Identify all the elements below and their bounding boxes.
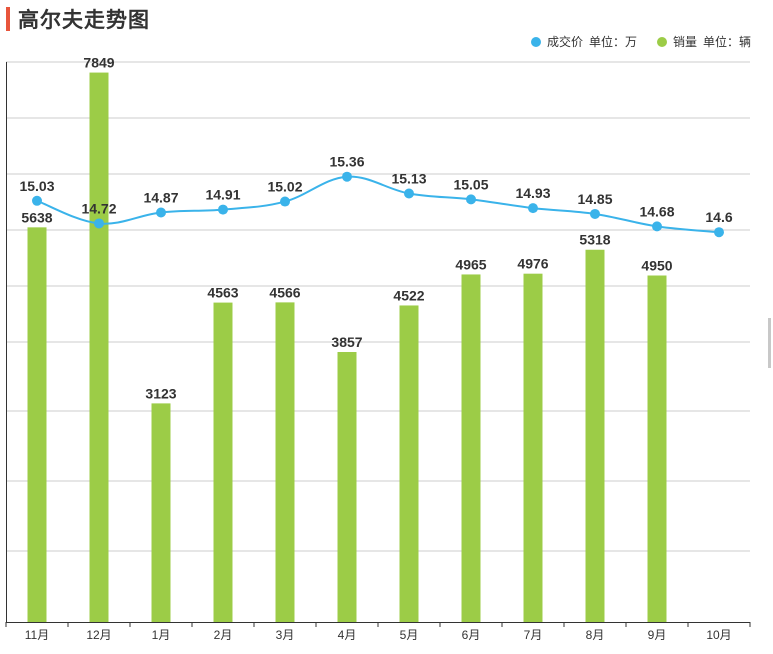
x-tick-label-8: 7月 <box>524 628 543 642</box>
price-point-8 <box>528 203 538 214</box>
price-point-2 <box>156 207 166 218</box>
price-point-11 <box>714 227 724 238</box>
bar-label-8: 4976 <box>517 256 548 272</box>
x-tick-label-10: 9月 <box>648 628 667 642</box>
bar-sales-8 <box>523 273 543 622</box>
bar-sales-3 <box>213 302 233 622</box>
price-point-3 <box>218 204 228 215</box>
bar-sales-7 <box>461 274 481 622</box>
price-label-2: 14.87 <box>143 189 178 205</box>
legend-price-dot-icon <box>530 36 541 47</box>
scrollbar-thumb[interactable] <box>768 318 771 368</box>
price-label-5: 15.36 <box>329 154 364 170</box>
price-series: 15.03 14.72 14.87 14.91 15.02 15.36 15.13 15.05… <box>19 154 733 238</box>
bar-label-7: 4965 <box>455 256 486 272</box>
legend-sales-unit: 单位：辆 <box>702 35 751 49</box>
bar-sales-1 <box>89 72 109 622</box>
price-label-10: 14.68 <box>639 203 674 219</box>
legend-price-unit: 单位：万 <box>588 35 637 49</box>
price-line <box>36 175 720 234</box>
legend-sales-dot-icon <box>656 36 667 47</box>
x-tick-label-2: 1月 <box>152 628 171 642</box>
legend-item-sales[interactable]: 销量 单位：辆 <box>656 33 751 50</box>
x-tick-label-0: 11月 <box>25 628 49 642</box>
price-label-8: 14.93 <box>515 185 550 201</box>
x-tick-label-7: 6月 <box>462 628 481 642</box>
x-tick-label-3: 2月 <box>214 628 233 642</box>
price-point-4 <box>280 196 290 207</box>
bar-label-4: 4566 <box>269 284 300 300</box>
price-point-9 <box>590 208 600 219</box>
bar-label-2: 3123 <box>145 385 176 401</box>
bar-label-5: 3857 <box>331 334 362 350</box>
price-point-1 <box>94 218 104 229</box>
title-accent-bar <box>6 7 10 31</box>
legend: 成交价 单位：万 销量 单位：辆 <box>511 33 751 50</box>
chart-title: 高尔夫走势图 <box>18 9 150 32</box>
x-tick-label-9: 8月 <box>586 628 605 642</box>
bar-label-10: 4950 <box>641 258 672 274</box>
price-point-5 <box>342 171 352 182</box>
price-label-3: 14.91 <box>205 187 240 203</box>
price-point-7 <box>466 194 476 205</box>
bar-sales-9 <box>585 249 605 623</box>
price-label-4: 15.02 <box>267 179 302 195</box>
bar-label-1: 7849 <box>83 55 114 71</box>
x-axis-ticks: 11月 12月 1月 2月 3月 4月 5月 6月 7月 8月 9月 10月 <box>5 622 751 642</box>
price-label-1: 14.72 <box>81 200 116 216</box>
bar-sales-0 <box>27 227 47 622</box>
price-label-9: 14.85 <box>577 191 612 207</box>
price-label-7: 15.05 <box>453 176 488 192</box>
bar-label-9: 5318 <box>579 232 610 248</box>
price-label-6: 15.13 <box>391 171 426 187</box>
bar-label-6: 4522 <box>393 287 424 303</box>
bar-label-3: 4563 <box>207 285 238 301</box>
bar-sales-10 <box>647 275 667 622</box>
grid-lines <box>6 61 750 552</box>
x-tick-label-1: 12月 <box>86 628 111 642</box>
price-point-10 <box>652 221 662 232</box>
bar-sales-6 <box>399 305 419 622</box>
price-label-11: 14.6 <box>705 209 732 225</box>
legend-price-name: 成交价 <box>546 35 583 49</box>
bar-label-0: 5638 <box>21 209 52 225</box>
chart-title-bar: 高尔夫走势图 <box>6 6 150 32</box>
x-tick-label-4: 3月 <box>276 628 295 642</box>
bar-sales-2 <box>151 403 171 622</box>
bar-sales-5 <box>337 352 357 622</box>
legend-sales-name: 销量 <box>672 35 697 49</box>
bar-sales-4 <box>275 302 295 622</box>
price-label-0: 15.03 <box>19 178 54 194</box>
legend-item-price[interactable]: 成交价 单位：万 <box>530 33 637 50</box>
price-point-6 <box>404 188 414 199</box>
sales-bars: 5638 7849 3123 4563 4566 3857 4522 4965 4976 5318… <box>21 55 673 623</box>
price-point-0 <box>32 195 42 206</box>
x-tick-label-11: 10月 <box>706 628 731 642</box>
x-tick-label-5: 4月 <box>338 628 357 642</box>
x-tick-label-6: 5月 <box>400 628 419 642</box>
